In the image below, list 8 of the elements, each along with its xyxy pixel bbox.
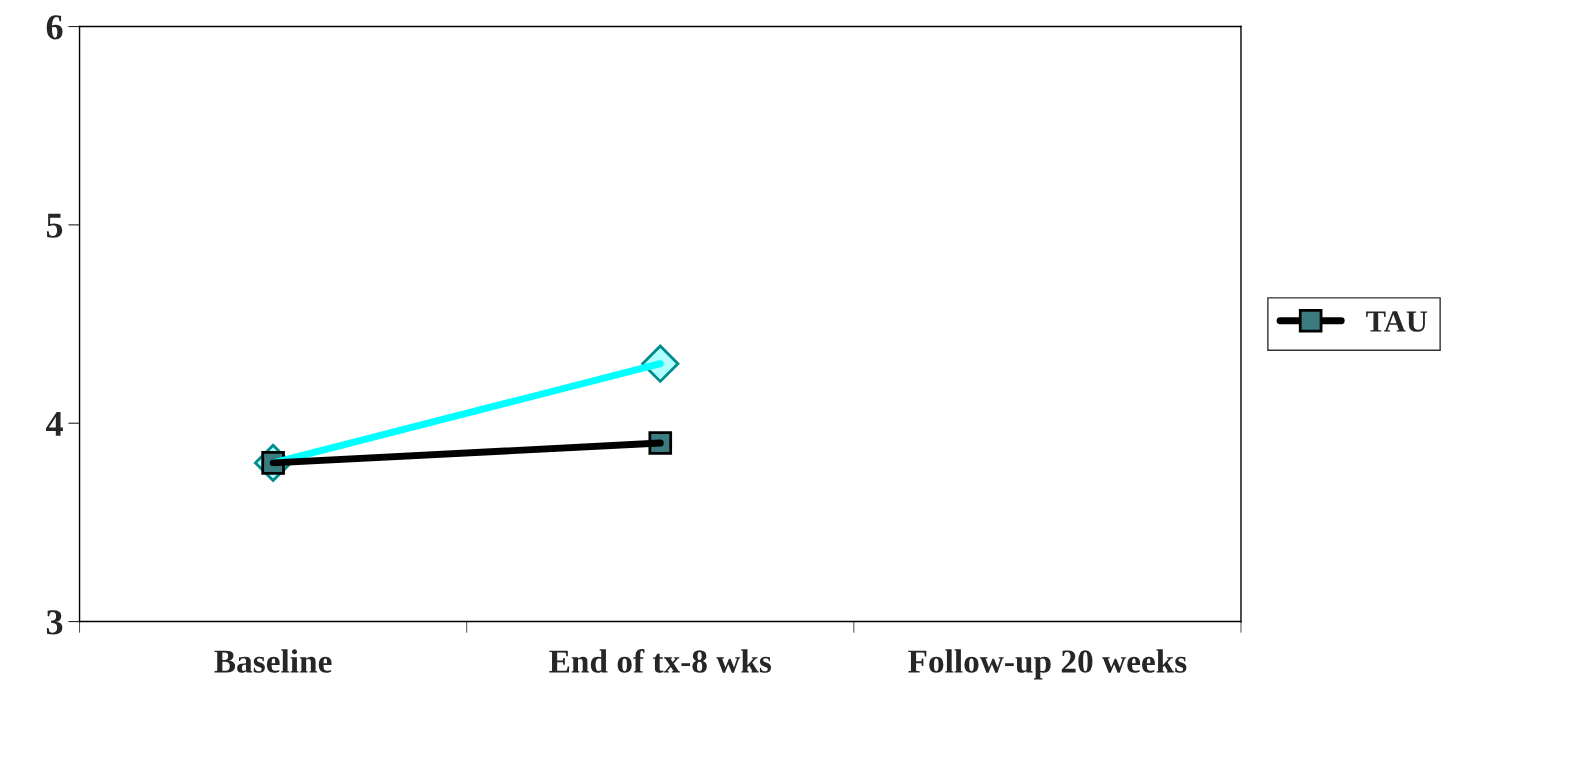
y-tick-label: 6	[46, 15, 63, 40]
x-tick-label: End of tx-8 wks	[549, 649, 772, 673]
y-tick-label: 5	[46, 213, 63, 238]
x-tick-label: Baseline	[214, 649, 332, 673]
y-tick-label: 4	[46, 411, 63, 436]
x-tick-label: Follow-up 20 weeks	[908, 649, 1187, 680]
legend-label: TAU	[1366, 311, 1428, 332]
y-tick-label: 3	[46, 610, 63, 635]
